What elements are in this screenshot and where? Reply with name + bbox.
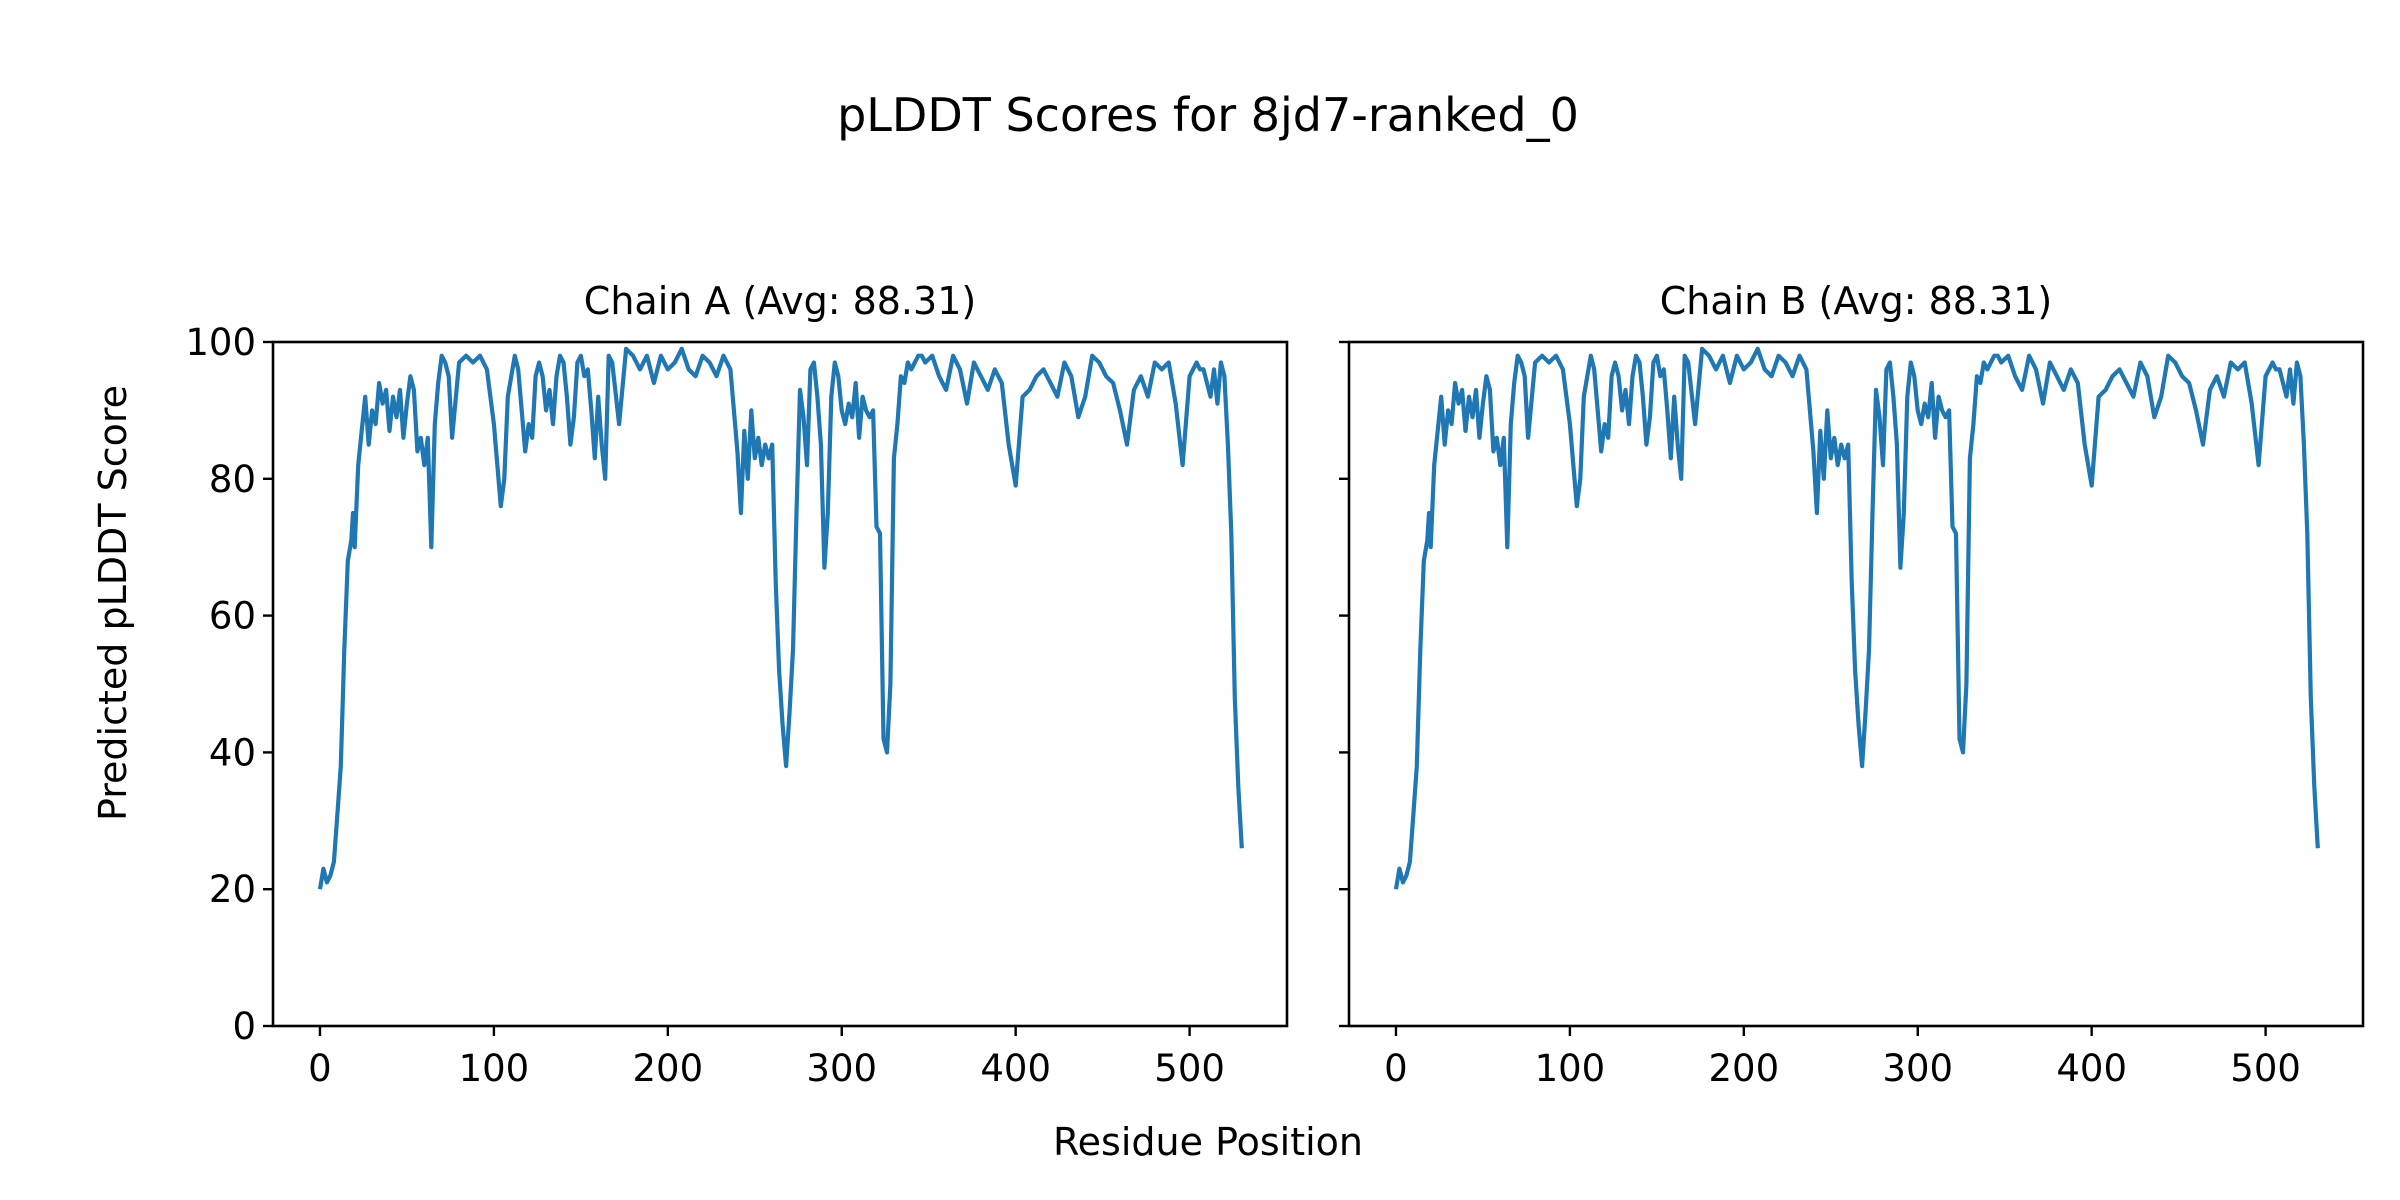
x-tick-label-500-chain-b: 500 — [2230, 1047, 2301, 1090]
x-ticks-chain-b: 0 100 200 300 400 500 — [1384, 1026, 2301, 1090]
x-tick-label-500-chain-a: 500 — [1154, 1047, 1225, 1090]
y-ticks-chain-b — [1339, 340, 1349, 1028]
x-tick-label-400-chain-a: 400 — [980, 1047, 1051, 1090]
x-ticks-chain-a: 0 100 200 300 400 500 — [308, 1026, 1225, 1090]
x-tick-label-300-chain-a: 300 — [806, 1047, 877, 1090]
plot-frame-chain-a — [271, 340, 1289, 1028]
chart-panel-chain-b: Chain B (Avg: 88.31) 0 100 200 300 400 500 — [1339, 279, 2365, 1090]
x-tick-label-100-chain-b: 100 — [1535, 1047, 1606, 1090]
x-tick-label-400-chain-b: 400 — [2056, 1047, 2127, 1090]
pLDDT-line-chain-a — [317, 346, 1244, 890]
y-axis-label: Predicted pLDDT Score — [91, 385, 135, 821]
x-tick-label-0-chain-b: 0 — [1384, 1047, 1408, 1090]
chart-panel-chain-a: Chain A (Avg: 88.31) 0 20 40 60 80 100 0 100 20… — [185, 279, 1289, 1090]
x-tick-label-300-chain-b: 300 — [1882, 1047, 1953, 1090]
x-tick-label-0-chain-a: 0 — [308, 1047, 332, 1090]
y-tick-label-20: 20 — [209, 868, 256, 911]
y-tick-label-60: 60 — [209, 595, 256, 638]
x-tick-label-200-chain-a: 200 — [633, 1047, 704, 1090]
plot-frame-chain-b — [1347, 340, 2365, 1028]
y-tick-label-80: 80 — [209, 458, 256, 501]
x-tick-label-100-chain-a: 100 — [459, 1047, 530, 1090]
panel-title-chain-b: Chain B (Avg: 88.31) — [1660, 279, 2052, 323]
figure-title: pLDDT Scores for 8jd7-ranked_0 — [837, 88, 1579, 142]
x-axis-label: Residue Position — [1053, 1120, 1363, 1164]
y-tick-label-0: 0 — [232, 1005, 256, 1048]
pLDDT-line-chain-b — [1393, 346, 2320, 890]
y-tick-label-40: 40 — [209, 731, 256, 774]
panel-title-chain-a: Chain A (Avg: 88.31) — [584, 279, 976, 323]
y-tick-label-100: 100 — [185, 321, 256, 364]
x-tick-label-200-chain-b: 200 — [1709, 1047, 1780, 1090]
y-ticks-chain-a: 0 20 40 60 80 100 — [185, 321, 273, 1048]
